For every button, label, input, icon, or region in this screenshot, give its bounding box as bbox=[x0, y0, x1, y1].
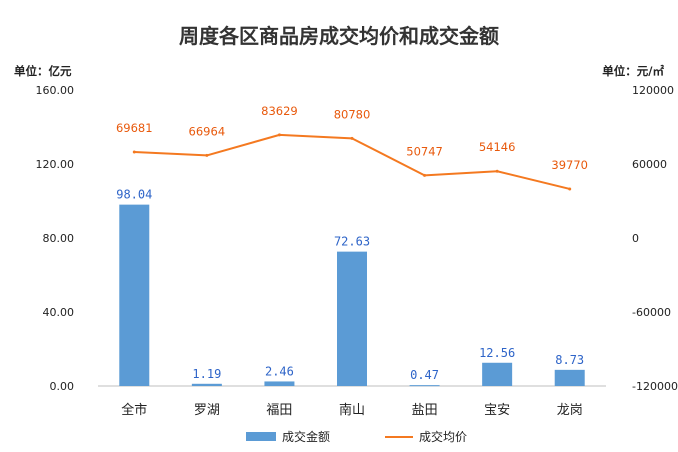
legend-line-label: 成交均价 bbox=[419, 429, 467, 444]
x-tick-label: 宝安 bbox=[484, 403, 510, 418]
bar bbox=[482, 362, 513, 386]
right-axis-unit: 单位：元/㎡ bbox=[602, 64, 664, 78]
line-data-label: 54146 bbox=[479, 140, 516, 154]
bar bbox=[191, 383, 222, 386]
axes: 0.00 40.00 80.00 120.00 160.00 -120000 -60000 0… bbox=[36, 84, 678, 418]
right-tick-label: -120000 bbox=[632, 380, 678, 393]
x-tick-label: 龙岗 bbox=[557, 403, 583, 418]
bar-data-label: 8.73 bbox=[555, 353, 584, 367]
right-tick-label: 0 bbox=[632, 232, 639, 245]
line-point bbox=[277, 133, 281, 137]
bar-data-label: 2.46 bbox=[265, 364, 294, 378]
bar bbox=[264, 381, 295, 386]
line-data-label: 39770 bbox=[551, 158, 588, 172]
bar-data-label: 72.63 bbox=[334, 235, 370, 249]
line-point bbox=[132, 150, 136, 154]
data-labels: 98.04 1.19 2.46 72.63 0.47 12.56 8.73 69681 6696… bbox=[116, 104, 588, 382]
line-point bbox=[205, 153, 209, 157]
line-data-label: 66964 bbox=[189, 124, 226, 138]
line-data-label: 69681 bbox=[116, 121, 153, 135]
x-tick-label: 福田 bbox=[266, 403, 292, 418]
bar bbox=[337, 251, 367, 386]
left-tick-label: 80.00 bbox=[43, 232, 75, 245]
line-data-label: 80780 bbox=[334, 107, 371, 121]
left-tick-label: 40.00 bbox=[43, 306, 75, 319]
legend-bar-swatch bbox=[246, 432, 276, 441]
x-tick-label: 南山 bbox=[339, 402, 365, 418]
legend-bar-label: 成交金额 bbox=[282, 429, 330, 444]
right-tick-label: -60000 bbox=[632, 306, 671, 319]
line-point bbox=[568, 187, 572, 191]
right-tick-label: 60000 bbox=[632, 158, 667, 171]
line-data-label: 83629 bbox=[261, 104, 298, 118]
bar-data-label: 98.04 bbox=[116, 188, 152, 202]
bar bbox=[554, 369, 585, 386]
bar-data-label: 12.56 bbox=[479, 346, 515, 360]
chart-title: 周度各区商品房成交均价和成交金额 bbox=[179, 24, 499, 48]
legend: 成交金额 成交均价 bbox=[246, 429, 467, 444]
left-tick-label: 120.00 bbox=[36, 158, 75, 171]
bar bbox=[119, 204, 150, 386]
line-point bbox=[350, 136, 354, 140]
x-tick-label: 罗湖 bbox=[194, 403, 220, 418]
bar bbox=[409, 385, 440, 387]
line-series bbox=[132, 133, 572, 191]
line-data-label: 50747 bbox=[406, 144, 443, 158]
left-tick-label: 0.00 bbox=[50, 380, 75, 393]
left-tick-label: 160.00 bbox=[36, 84, 75, 97]
right-tick-label: 120000 bbox=[632, 84, 674, 97]
left-axis-unit: 单位：亿元 bbox=[14, 64, 72, 78]
line-point bbox=[495, 169, 499, 173]
bar-series bbox=[119, 204, 585, 387]
line-point bbox=[423, 173, 427, 177]
x-tick-label: 全市 bbox=[121, 402, 147, 418]
bar-data-label: 0.47 bbox=[410, 368, 439, 382]
x-tick-label: 盐田 bbox=[412, 403, 438, 418]
bar-data-label: 1.19 bbox=[192, 367, 221, 381]
